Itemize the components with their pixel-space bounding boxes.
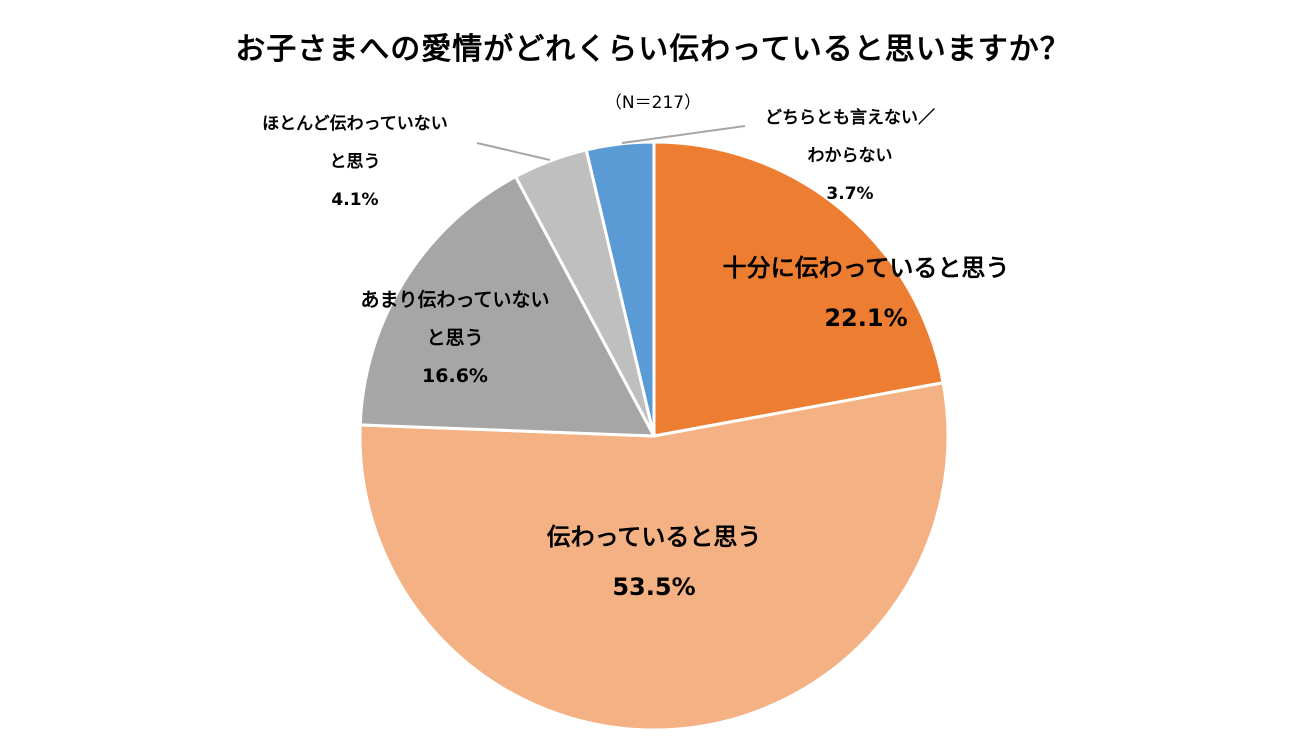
pie-slice-1	[652, 140, 945, 438]
slice-2-value-label: 53.5%	[612, 573, 695, 601]
chart-title: お子さまへの愛情がどれくらい伝わっていると思いますか？	[235, 32, 1071, 67]
pie-slice-2	[358, 381, 950, 732]
slice-1-category-label: 十分に伝わっていると思う	[723, 254, 1010, 282]
leader-lines	[476, 125, 746, 161]
pie-slice-3	[358, 175, 656, 438]
leader-line-5	[621, 125, 746, 144]
slice-3-category-label: と思う	[426, 327, 483, 349]
slice-4-category-label: と思う	[330, 152, 381, 172]
slice-3-category-label: あまり伝わっていない	[360, 289, 549, 311]
slice-3-value-label: 16.6%	[422, 365, 488, 387]
pie-slices	[358, 140, 950, 732]
slice-5-category-label: どちらとも言えない／	[765, 107, 935, 128]
slice-labels: 十分に伝わっていると思う 22.1% 伝わっていると思う 53.5% あまり伝わっていな…	[262, 107, 1009, 601]
slice-4-value-label: 4.1%	[331, 190, 378, 210]
slice-2-category-label: 伝わっていると思う	[547, 523, 762, 551]
slice-1-value-label: 22.1%	[824, 304, 907, 332]
pie-slice-5	[584, 140, 656, 438]
slice-5-value-label: 3.7%	[826, 184, 873, 204]
chart-subtitle: （N＝217）	[604, 93, 702, 113]
leader-line-4	[476, 142, 551, 161]
slice-5-category-label: わからない	[808, 146, 893, 166]
slice-4-category-label: ほとんど伝わっていない	[262, 113, 448, 134]
